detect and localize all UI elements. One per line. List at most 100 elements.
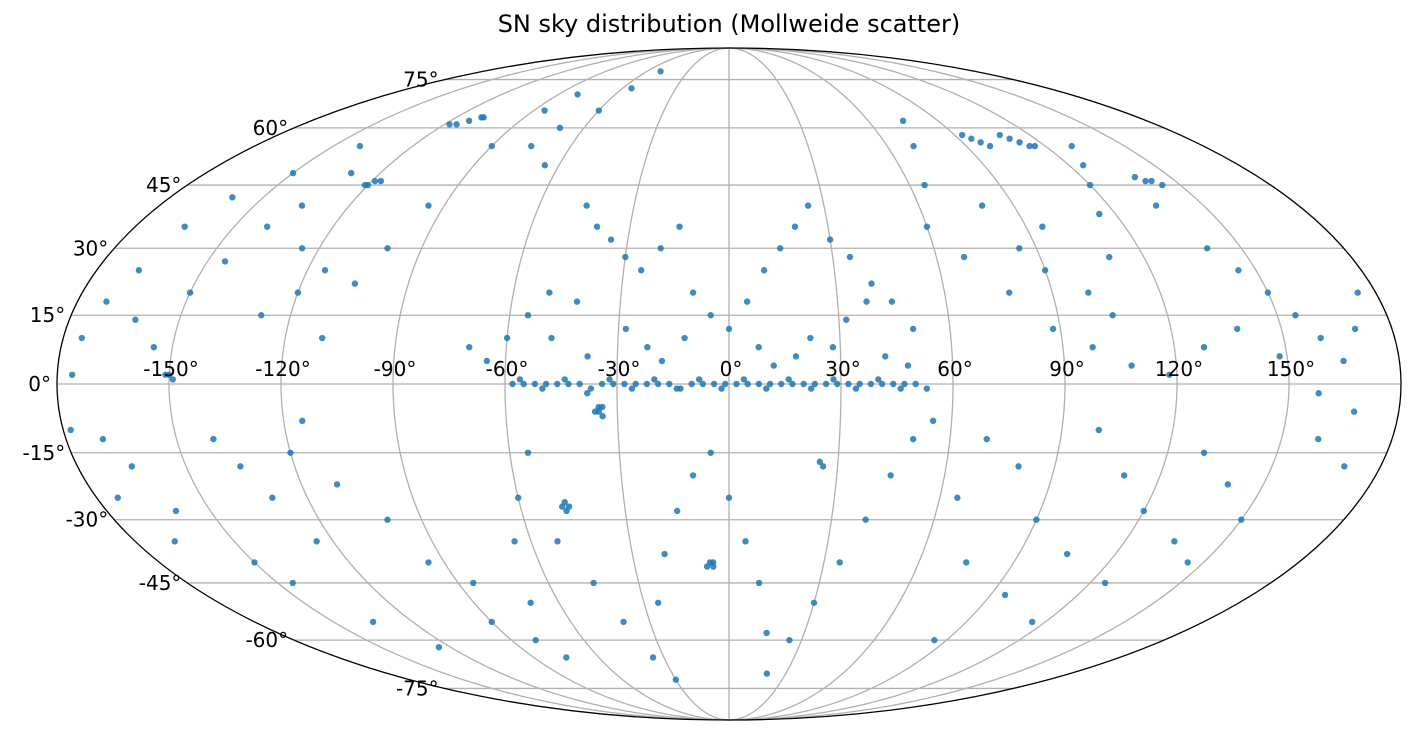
data-point — [763, 670, 771, 677]
latitude-tick-label: -15° — [23, 441, 66, 465]
data-point — [524, 449, 532, 456]
data-point — [539, 385, 546, 392]
data-point — [740, 376, 748, 383]
data-point — [960, 253, 968, 261]
data-point — [897, 385, 904, 392]
chart-title: SN sky distribution (Mollweide scatter) — [497, 10, 961, 38]
data-point — [1031, 142, 1039, 150]
longitude-gridline — [616, 47, 730, 721]
data-point — [830, 376, 837, 383]
data-point — [733, 380, 740, 388]
latitude-tick-label: 0° — [28, 372, 51, 396]
data-point — [1159, 181, 1166, 189]
data-point — [681, 334, 688, 342]
longitude-tick-labels: -150° -120° -90° -60° -30° 0° 30° 60° 90° 120° 150… — [143, 357, 1315, 381]
data-point — [1101, 579, 1109, 587]
data-point — [103, 298, 110, 305]
data-point — [1033, 516, 1040, 523]
data-point — [744, 380, 751, 388]
data-point — [887, 472, 894, 479]
longitude-tick-label: -60° — [486, 357, 529, 381]
data-point — [845, 380, 852, 388]
data-point — [1039, 223, 1046, 230]
data-point — [654, 380, 662, 388]
latitude-tick-label: 45° — [146, 173, 181, 197]
data-point — [654, 599, 662, 606]
data-point — [777, 245, 784, 252]
data-point — [561, 376, 568, 383]
data-point — [520, 380, 527, 388]
data-point — [488, 142, 495, 150]
data-point — [1131, 173, 1139, 181]
data-point — [1203, 245, 1211, 252]
data-point — [829, 344, 837, 351]
data-point — [986, 142, 994, 150]
data-point — [878, 380, 886, 388]
data-point — [1140, 507, 1147, 515]
longitude-tick-label: 150° — [1267, 357, 1315, 381]
data-point — [763, 385, 770, 392]
latitude-tick-label: -30° — [66, 508, 109, 532]
data-point — [620, 618, 627, 626]
data-point — [882, 353, 889, 360]
data-point — [1341, 463, 1348, 470]
data-point — [707, 312, 714, 319]
data-point — [435, 644, 443, 651]
data-point — [826, 236, 834, 243]
data-point — [509, 380, 516, 388]
data-point — [599, 413, 606, 420]
data-point — [810, 599, 818, 606]
data-point — [1001, 591, 1009, 599]
data-point — [1171, 538, 1178, 545]
data-point — [321, 267, 329, 274]
data-point — [446, 121, 453, 128]
data-point — [1351, 325, 1359, 333]
data-point — [1095, 426, 1103, 434]
data-point — [610, 380, 617, 388]
data-point — [466, 344, 473, 351]
data-point — [811, 380, 819, 388]
data-point — [710, 380, 718, 388]
data-point — [289, 169, 297, 177]
latitude-tick-label: 60° — [253, 116, 288, 140]
data-point — [1200, 344, 1208, 351]
data-point — [1106, 253, 1113, 261]
data-point — [1315, 435, 1322, 443]
data-point — [1063, 550, 1071, 558]
data-point — [786, 636, 793, 644]
data-point — [725, 494, 733, 501]
data-point — [114, 494, 121, 501]
data-point — [1016, 139, 1023, 146]
data-point — [760, 267, 768, 274]
data-point — [532, 636, 539, 644]
data-point — [856, 380, 863, 388]
longitude-gridline — [728, 47, 842, 721]
data-point — [1085, 289, 1092, 296]
data-point — [132, 316, 139, 323]
data-point — [1068, 142, 1075, 150]
data-point — [658, 357, 666, 365]
data-point — [135, 267, 143, 274]
data-point — [576, 380, 583, 388]
data-point — [318, 334, 326, 342]
data-point — [599, 403, 606, 411]
data-point — [707, 449, 714, 456]
data-point — [755, 380, 763, 388]
data-point — [563, 654, 570, 661]
data-point — [425, 202, 432, 209]
data-point — [1086, 181, 1094, 189]
data-point — [1184, 559, 1191, 566]
data-point — [1264, 289, 1272, 296]
data-point — [348, 169, 355, 177]
data-point — [1224, 481, 1232, 488]
data-point — [904, 362, 912, 369]
data-point — [333, 481, 341, 488]
data-point — [890, 380, 897, 388]
data-point — [1128, 362, 1135, 369]
data-point — [968, 135, 975, 142]
data-point — [251, 559, 258, 566]
data-point — [1276, 353, 1283, 360]
data-point — [563, 507, 570, 515]
data-point — [287, 449, 294, 456]
